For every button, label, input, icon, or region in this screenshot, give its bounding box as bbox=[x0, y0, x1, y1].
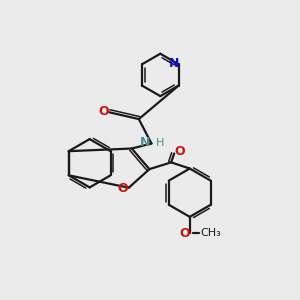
Text: N: N bbox=[140, 136, 150, 149]
Text: N: N bbox=[169, 57, 180, 70]
Text: O: O bbox=[99, 105, 110, 118]
Text: O: O bbox=[179, 226, 190, 239]
Text: H: H bbox=[155, 138, 164, 148]
Text: O: O bbox=[117, 182, 128, 195]
Text: O: O bbox=[174, 145, 185, 158]
Text: CH₃: CH₃ bbox=[200, 228, 221, 238]
